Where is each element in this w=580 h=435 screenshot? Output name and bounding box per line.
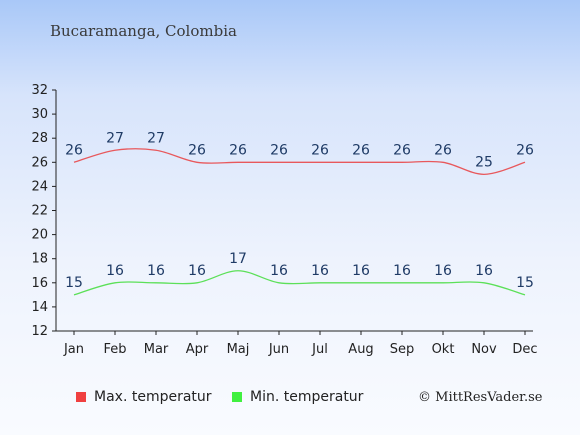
min-legend-label: Min. temperatur xyxy=(250,389,364,405)
min-data-label: 16 xyxy=(270,263,288,279)
max-data-label: 26 xyxy=(352,142,370,158)
x-tick-label: Jun xyxy=(268,342,289,357)
min-data-label: 16 xyxy=(311,263,329,279)
x-tick-label: Aug xyxy=(348,342,373,357)
max-data-label: 26 xyxy=(188,142,206,158)
max-data-label: 26 xyxy=(434,142,452,158)
y-tick-label: 26 xyxy=(31,155,48,170)
y-tick-label: 16 xyxy=(31,276,48,291)
legend-max: Max. temperatur xyxy=(76,389,212,405)
y-tick-label: 30 xyxy=(31,107,48,122)
x-tick-label: Maj xyxy=(227,342,250,357)
copyright-text: © MittResVader.se xyxy=(418,390,543,405)
y-tick-label: 12 xyxy=(31,324,48,339)
x-tick-label: Feb xyxy=(103,342,126,357)
x-tick-label: Jan xyxy=(63,342,84,357)
y-tick-label: 22 xyxy=(31,204,48,219)
x-tick-label: Mar xyxy=(144,342,169,357)
x-tick-label: Sep xyxy=(390,342,415,357)
y-tick-label: 32 xyxy=(31,83,48,98)
chart-title: Bucaramanga, Colombia xyxy=(50,22,237,40)
min-data-label: 16 xyxy=(393,263,411,279)
max-data-label: 26 xyxy=(65,142,83,158)
max-data-label: 26 xyxy=(393,142,411,158)
min-data-label: 15 xyxy=(516,275,534,291)
min-data-label: 17 xyxy=(229,251,247,267)
max-temperature-line xyxy=(73,148,526,176)
y-tick-label: 14 xyxy=(31,300,48,315)
min-data-label: 15 xyxy=(65,275,83,291)
y-tick-label: 18 xyxy=(31,252,48,267)
max-data-label: 27 xyxy=(106,130,124,146)
min-legend-swatch xyxy=(232,392,242,402)
max-data-label: 26 xyxy=(270,142,288,158)
x-tick-label: Jul xyxy=(311,342,328,357)
max-data-label: 25 xyxy=(475,154,493,170)
min-temperature-line xyxy=(73,270,526,296)
min-data-label: 16 xyxy=(106,263,124,279)
min-data-label: 16 xyxy=(147,263,165,279)
max-data-label: 27 xyxy=(147,130,165,146)
x-tick-label: Okt xyxy=(432,342,455,357)
min-data-label: 16 xyxy=(352,263,370,279)
x-tick-label: Dec xyxy=(512,342,537,357)
y-tick-label: 28 xyxy=(31,131,48,146)
min-data-label: 16 xyxy=(475,263,493,279)
min-data-label: 16 xyxy=(434,263,452,279)
min-data-label: 16 xyxy=(188,263,206,279)
max-data-label: 26 xyxy=(229,142,247,158)
y-tick-label: 24 xyxy=(31,179,48,194)
legend-min: Min. temperatur xyxy=(232,389,363,405)
max-legend-swatch xyxy=(76,392,86,402)
y-tick-label: 20 xyxy=(31,228,48,243)
x-tick-label: Apr xyxy=(186,342,209,357)
max-legend-label: Max. temperatur xyxy=(94,389,212,405)
max-data-label: 26 xyxy=(311,142,329,158)
temperature-chart: 12 14 16 18 20 22 24 26 28 30 32 Jan Feb Mar Apr Maj Jun… xyxy=(31,83,537,357)
max-data-label: 26 xyxy=(516,142,534,158)
x-tick-label: Nov xyxy=(471,342,497,357)
